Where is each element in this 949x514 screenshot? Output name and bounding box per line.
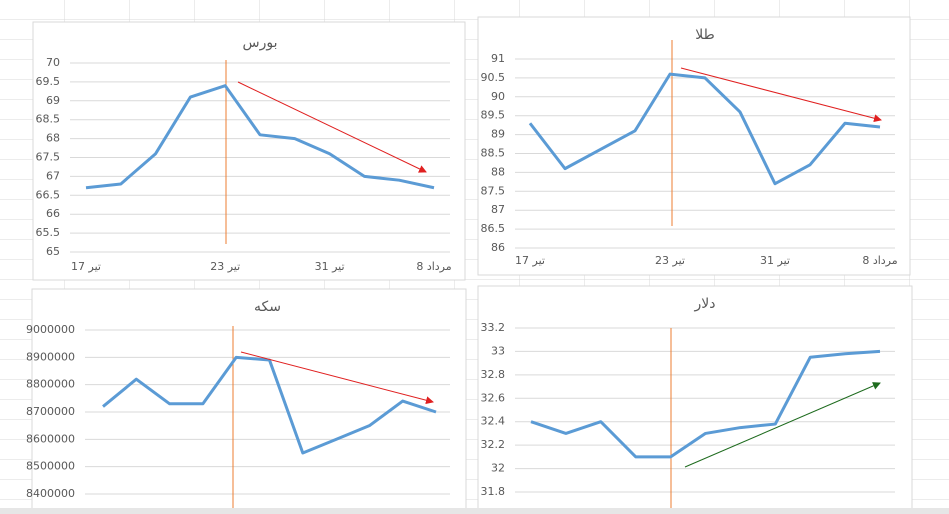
y-tick-label: 65 [46, 245, 60, 258]
y-tick-label: 87.5 [481, 184, 506, 197]
chart-area [477, 285, 913, 514]
x-tick-label: 17 تیر [71, 260, 101, 273]
y-tick-label: 9000000 [26, 323, 75, 336]
x-tick-label: 23 تیر [655, 254, 685, 267]
data-line [85, 84, 435, 190]
x-tick-label: 31 تیر [760, 254, 790, 267]
y-tick-label: 87 [491, 203, 505, 216]
chart-title: سکه [254, 299, 281, 315]
chart-title: طلا [695, 27, 715, 43]
y-tick-label: 67.5 [36, 151, 61, 164]
chart-area [477, 16, 911, 276]
y-tick-label: 68.5 [36, 113, 61, 126]
y-tick-label: 67 [46, 169, 60, 182]
trend-arrow [237, 81, 427, 173]
y-tick-label: 89.5 [481, 109, 506, 122]
x-tick-label: 8 مرداد [416, 260, 451, 273]
y-tick-label: 33.2 [481, 321, 506, 334]
trend-arrow [680, 67, 882, 123]
y-tick-label: 8700000 [26, 405, 75, 418]
chart-title: دلار [694, 296, 716, 312]
x-tick-label: 17 تیر [515, 254, 545, 267]
y-tick-label: 33 [491, 344, 505, 357]
y-tick-label: 90 [491, 90, 505, 103]
y-tick-label: 69 [46, 94, 60, 107]
y-tick-label: 8800000 [26, 378, 75, 391]
x-tick-label: 23 تیر [210, 260, 240, 273]
x-tick-label: 8 مرداد [862, 254, 897, 267]
y-tick-label: 68 [46, 132, 60, 145]
sheet-bar [0, 508, 949, 514]
data-line [102, 355, 437, 455]
y-tick-label: 32.8 [481, 368, 506, 381]
y-tick-label: 32.4 [481, 415, 506, 428]
y-tick-label: 32.6 [481, 391, 506, 404]
y-tick-label: 8600000 [26, 432, 75, 445]
y-tick-label: 90.5 [481, 71, 506, 84]
y-tick-label: 8400000 [26, 487, 75, 500]
trend-arrow [240, 351, 434, 405]
y-tick-label: 86 [491, 241, 505, 254]
chart-area [32, 21, 466, 281]
chart-area [31, 288, 467, 514]
y-tick-label: 8900000 [26, 350, 75, 363]
y-tick-label: 86.5 [481, 222, 506, 235]
trend-arrow [684, 382, 881, 468]
y-tick-label: 91 [491, 52, 505, 65]
y-tick-label: 65.5 [36, 226, 61, 239]
y-tick-label: 66 [46, 207, 60, 220]
y-tick-label: 31.8 [481, 485, 506, 498]
y-tick-label: 8500000 [26, 460, 75, 473]
y-tick-label: 69.5 [36, 75, 61, 88]
data-line [528, 72, 881, 186]
y-tick-label: 32 [491, 462, 505, 475]
chart-title: بورس [243, 35, 278, 51]
y-tick-label: 88 [491, 165, 505, 178]
y-tick-label: 89 [491, 128, 505, 141]
y-tick-label: 32.2 [481, 438, 506, 451]
y-tick-label: 88.5 [481, 147, 506, 160]
y-tick-label: 66.5 [36, 188, 61, 201]
x-tick-label: 31 تیر [315, 260, 345, 273]
y-tick-label: 70 [46, 56, 60, 69]
data-line [530, 349, 881, 459]
